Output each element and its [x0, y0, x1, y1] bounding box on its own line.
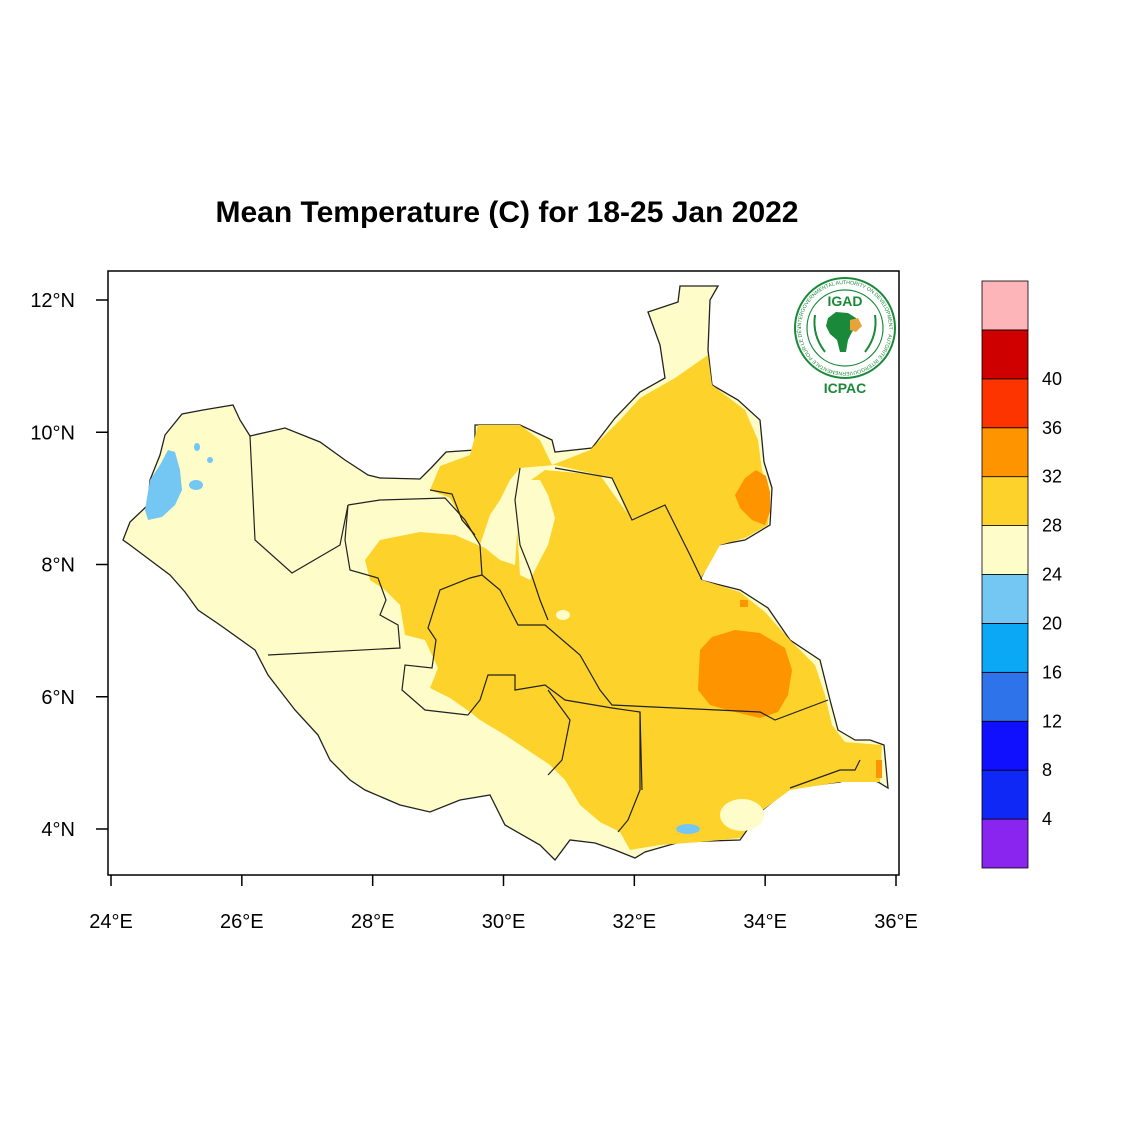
- colorbar-label: 40: [1042, 369, 1062, 389]
- x-tick-label: 30°E: [482, 911, 526, 933]
- colorbar-label: 4: [1042, 809, 1052, 829]
- x-tick-label: 34°E: [743, 911, 787, 933]
- cool-spot-3: [207, 457, 213, 463]
- colorbar-bin: [981, 476, 1029, 526]
- colorbar-label: 36: [1042, 418, 1062, 438]
- cool-zone-northwest: [145, 450, 182, 520]
- colorbar-label: 32: [1042, 467, 1062, 487]
- x-tick-label: 26°E: [220, 911, 264, 933]
- colorbar-label: 20: [1042, 613, 1062, 633]
- x-axis: 24°E 26°E 28°E 30°E 32°E 34°E 36°E: [89, 875, 918, 933]
- hot-zone-northeast: [735, 470, 770, 525]
- y-tick-label: 10°N: [30, 422, 75, 444]
- colorbar-bin: [981, 329, 1029, 380]
- map-title: Mean Temperature (C) for 18-25 Jan 2022: [216, 196, 799, 229]
- cool-spot-south: [676, 824, 700, 834]
- logo-icpac-text: ICPAC: [824, 380, 867, 396]
- map-panel: INTERGOVERNMENTAL AUTHORITY ON DEVELOPME…: [0, 0, 918, 933]
- colorbar-bin: [981, 671, 1029, 722]
- pale-inclusion-central: [512, 480, 555, 580]
- colorbar-label: 24: [1042, 565, 1062, 585]
- hot-zone-east: [698, 630, 792, 718]
- state-boundaries: [249, 435, 861, 833]
- hot-spot-edge: [876, 760, 882, 778]
- y-tick-label: 12°N: [30, 290, 75, 312]
- laurel-left-icon: [813, 314, 826, 353]
- colorbar-bin: [981, 525, 1029, 575]
- colorbar-bin: [981, 427, 1029, 478]
- colorbar-legend: 4 8 12 16 20 24 28 32 36 40: [981, 280, 1062, 869]
- x-tick-label: 28°E: [351, 911, 395, 933]
- colorbar-bin: [981, 769, 1029, 820]
- y-tick-label: 4°N: [41, 819, 75, 841]
- logo-igad-text: IGAD: [828, 293, 863, 309]
- colorbar-label: 8: [1042, 760, 1052, 780]
- cool-spot-2: [194, 443, 200, 451]
- laurel-right-icon: [864, 314, 877, 353]
- pale-spot: [556, 610, 570, 620]
- colorbar-bin: [981, 720, 1029, 771]
- cool-spot-1: [189, 480, 203, 490]
- colorbar-label: 16: [1042, 662, 1062, 682]
- colorbar-bin: [981, 818, 1029, 869]
- horn-region-icon: [850, 318, 862, 332]
- colorbar-label: 28: [1042, 516, 1062, 536]
- x-tick-label: 36°E: [874, 911, 918, 933]
- y-tick-label: 6°N: [41, 687, 75, 709]
- colorbar-bin: [981, 574, 1029, 624]
- warm-zone-central: [365, 470, 882, 850]
- x-tick-label: 32°E: [613, 911, 657, 933]
- colorbar-bin: [981, 280, 1029, 331]
- y-tick-label: 8°N: [41, 555, 75, 577]
- warm-zone-north: [430, 355, 770, 578]
- pale-inclusion-south: [720, 799, 764, 831]
- y-axis: 4°N 6°N 8°N 10°N 12°N: [30, 290, 108, 841]
- x-tick-label: 24°E: [89, 911, 133, 933]
- colorbar-bin: [981, 378, 1029, 429]
- colorbar-bin: [981, 623, 1029, 673]
- hot-spot-small: [740, 600, 748, 607]
- colorbar-label: 12: [1042, 711, 1062, 731]
